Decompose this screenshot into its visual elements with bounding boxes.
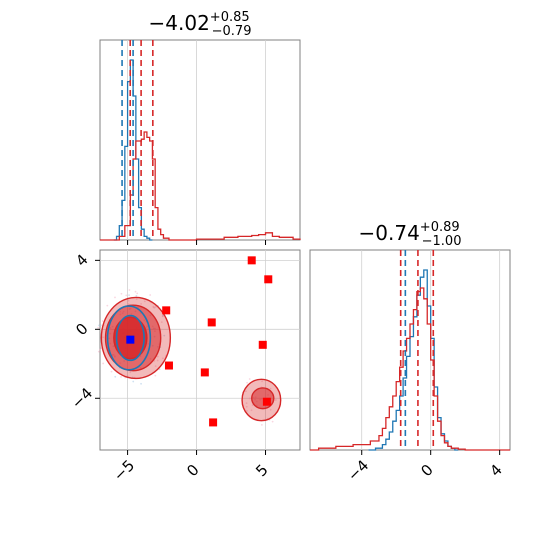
joint-sample-point (154, 374, 157, 377)
joint-sample-point (135, 294, 138, 297)
joint-sample-point (260, 423, 263, 426)
joint-x-tick-label: −5 (110, 456, 138, 484)
marginal-x-title-upper: +0.85 (210, 10, 250, 25)
joint-sample-point (102, 336, 104, 339)
joint-red-marker (247, 256, 256, 265)
joint-sample-point (120, 375, 122, 378)
joint-sample-point (246, 409, 248, 412)
marginal-y-tick-label: 0 (417, 461, 436, 480)
joint-sample-point (163, 334, 166, 337)
joint-sample-point (269, 408, 272, 411)
joint-sample-point (99, 324, 102, 327)
joint-sample-point (248, 378, 251, 380)
joint-sample-point (161, 315, 164, 318)
joint-sample-point (127, 299, 130, 302)
joint-red-marker (258, 340, 267, 349)
joint-sample-point (152, 306, 155, 309)
joint-y-tick-label: −4 (68, 384, 96, 412)
joint-blue-contour (106, 305, 152, 371)
joint-sample-point (101, 320, 104, 322)
joint-x-tick-label: 5 (252, 461, 271, 480)
marginal-x-hist-series-0 (113, 59, 153, 241)
joint-sample-point (274, 399, 277, 401)
marginal-y-tick-label: −4 (344, 456, 372, 484)
joint-sample-point (149, 294, 152, 296)
joint-sample-point (246, 381, 248, 384)
marginal-x-title: −4.02+0.85 −0.79 (149, 10, 252, 39)
joint-sample-point (261, 380, 263, 383)
joint-sample-point (97, 350, 100, 353)
joint-sample-point (106, 304, 109, 307)
marginal-y-title-upper: +0.89 (420, 220, 460, 235)
joint-sample-point (125, 294, 128, 297)
joint-sample-point (143, 300, 146, 303)
marginal-y-tick-label: 4 (486, 461, 505, 480)
marginal-x-panel: −4.02+0.85 −0.79 (99, 10, 301, 245)
joint-red-marker (207, 318, 216, 327)
joint-y-tick-label: 0 (72, 320, 91, 339)
joint-sample-point (136, 292, 139, 295)
joint-sample-point (99, 348, 101, 351)
joint-sample-point (114, 375, 117, 378)
marginal-x-title-value: −4.02 (149, 11, 210, 35)
joint-sample-point (156, 359, 159, 362)
joint-sample-point (250, 409, 253, 412)
joint-sample-point (135, 298, 138, 301)
joint-sample-point (251, 404, 254, 406)
joint-red-marker (164, 361, 173, 370)
joint-sample-point (97, 326, 100, 329)
joint-blue-marker (126, 335, 135, 344)
joint-sample-point (249, 397, 251, 400)
joint-sample-point (128, 289, 131, 291)
marginal-y-title: −0.74+0.89 −1.00 (359, 220, 462, 249)
joint-sample-point (160, 321, 163, 324)
joint-sample-point (140, 302, 143, 305)
joint-y-tick-label: 4 (72, 251, 91, 270)
joint-red-marker (162, 306, 171, 315)
joint-sample-point (110, 370, 113, 373)
joint-sample-point (129, 371, 132, 374)
marginal-y-hist-series-1 (310, 287, 510, 451)
joint-red-marker (200, 368, 209, 377)
joint-sample-point (128, 294, 130, 297)
joint-sample-point (127, 303, 130, 305)
joint-x-tick-label: 0 (183, 461, 202, 480)
joint-sample-point (245, 405, 248, 408)
joint-sample-point (245, 390, 247, 393)
joint-sample-point (154, 305, 157, 308)
joint-blue-contour (115, 314, 145, 362)
joint-red-marker (262, 397, 271, 406)
joint-sample-point (269, 387, 272, 390)
marginal-y-title-value: −0.74 (359, 221, 420, 245)
joint-red-marker (209, 418, 218, 427)
marginal-x-title-lower: −0.79 (212, 24, 252, 39)
joint-sample-point (140, 382, 142, 385)
marginal-y-title-lower: −1.00 (422, 234, 462, 249)
joint-sample-point (102, 362, 105, 365)
joint-red-marker (264, 275, 273, 284)
marginal-y-panel: −4 0 4 −0.74+0.89 −1.00 (309, 220, 511, 485)
joint-sample-point (132, 380, 135, 383)
joint-panel: −5 0 5 −4 0 4 (68, 249, 301, 485)
joint-sample-point (156, 355, 159, 358)
joint-sample-point (245, 402, 248, 405)
joint-sample-point (271, 420, 274, 423)
joint-sample-point (154, 365, 157, 368)
joint-sample-point (114, 296, 116, 299)
joint-sample-point (98, 324, 100, 327)
joint-sample-point (120, 292, 123, 295)
joint-sample-point (162, 357, 164, 360)
joint-sample-point (134, 290, 137, 293)
